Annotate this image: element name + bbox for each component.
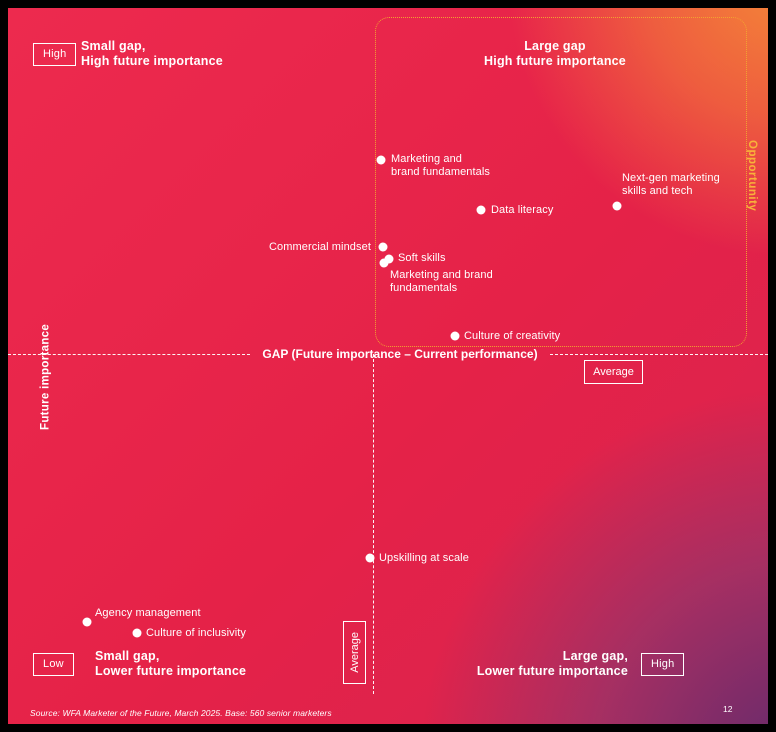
quadrant-title-bottom-left: Small gap, Lower future importance bbox=[95, 649, 246, 679]
point-agency-management bbox=[82, 617, 92, 627]
point-marketing-brand-fundamentals-1 bbox=[376, 155, 386, 165]
point-label-soft-skills: Soft skills bbox=[398, 252, 446, 264]
point-label-data-literacy: Data literacy bbox=[491, 204, 554, 216]
page-number: 12 bbox=[723, 704, 733, 714]
x-axis-line-right bbox=[550, 354, 768, 355]
x-average-label: Average bbox=[593, 366, 634, 378]
point-label-commercial-mindset: Commercial mindset bbox=[268, 241, 371, 253]
quadrant-title-bottom-right-line1: Large gap, bbox=[562, 649, 628, 663]
source-note: Source: WFA Marketer of the Future, Marc… bbox=[30, 708, 332, 718]
point-label-culture-of-inclusivity: Culture of inclusivity bbox=[146, 627, 247, 639]
chart-background bbox=[8, 8, 768, 724]
tag-high-bottom-right: High bbox=[641, 653, 685, 676]
point-commercial-mindset bbox=[378, 242, 388, 252]
y-axis-line bbox=[373, 354, 374, 694]
quadrant-title-top-left-line1: Small gap, bbox=[81, 39, 146, 53]
point-label-upskilling-at-scale: Upskilling at scale bbox=[379, 552, 469, 564]
point-label-culture-of-creativity: Culture of creativity bbox=[464, 330, 561, 342]
tag-high-top-left: High bbox=[33, 43, 77, 66]
quadrant-title-bottom-left-line2: Lower future importance bbox=[95, 664, 247, 678]
opportunity-zone-label: Opportunity bbox=[746, 140, 758, 212]
point-label-marketing-brand-fundamentals-1: Marketing and brand fundamentals bbox=[391, 153, 491, 178]
quadrant-title-top-left-line2: High future importance bbox=[81, 54, 223, 68]
point-label-next-gen-marketing-skills-and-tech: Next-gen marketing skills and tech bbox=[622, 172, 720, 197]
quadrant-title-bottom-right: Large gap, Lower future importance bbox=[448, 649, 628, 679]
quadrant-title-bottom-right-line2: Lower future importance bbox=[476, 664, 628, 678]
point-culture-of-inclusivity bbox=[132, 628, 142, 638]
point-next-gen-marketing-skills-and-tech bbox=[612, 201, 622, 211]
quadrant-title-top-right-line2: High future importance bbox=[484, 54, 626, 68]
quadrant-title-top-right-line1: Large gap bbox=[524, 39, 586, 53]
point-culture-of-creativity bbox=[450, 331, 460, 341]
x-average-marker: Average bbox=[584, 360, 643, 384]
quadrant-title-top-left: Small gap, High future importance bbox=[81, 39, 223, 69]
opportunity-zone-outline bbox=[375, 17, 747, 347]
y-average-marker: Average bbox=[343, 621, 366, 684]
tag-low-bottom-left: Low bbox=[33, 653, 74, 676]
point-marketing-brand-fundamentals-2 bbox=[379, 258, 389, 268]
x-axis-title: GAP (Future importance – Current perform… bbox=[262, 347, 538, 361]
point-label-agency-management: Agency management bbox=[95, 607, 201, 619]
point-soft-skills bbox=[384, 254, 394, 264]
quadrant-title-bottom-left-line1: Small gap, bbox=[95, 649, 160, 663]
x-axis-line-left bbox=[8, 354, 250, 355]
quadrant-title-top-right: Large gap High future importance bbox=[465, 39, 645, 69]
point-data-literacy bbox=[476, 205, 486, 215]
point-upskilling-at-scale bbox=[365, 553, 375, 563]
point-label-marketing-brand-fundamentals-2: Marketing and brand fundamentals bbox=[390, 269, 493, 294]
